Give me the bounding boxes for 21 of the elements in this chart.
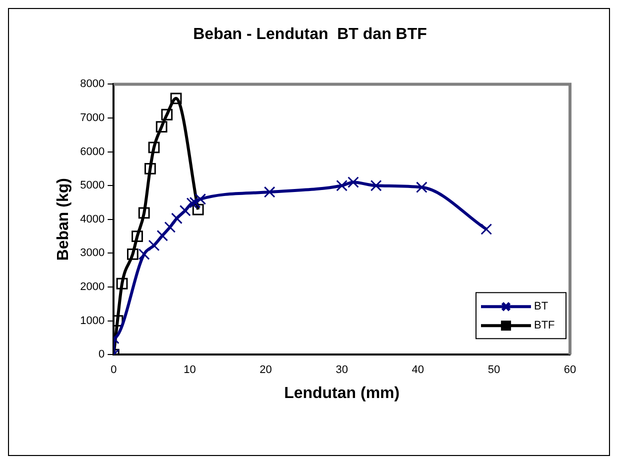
y-tick-label: 2000 [80, 281, 105, 294]
x-tick-label: 60 [564, 364, 576, 376]
y-tick-label: 7000 [80, 112, 105, 124]
y-tick-label: 3000 [80, 247, 105, 260]
x-tick-label: 20 [260, 364, 272, 376]
y-tick-label: 8000 [80, 78, 105, 90]
legend-label: BT [534, 300, 548, 313]
y-tick-label: 1000 [80, 314, 105, 327]
x-axis-title: Lendutan (mm) [284, 384, 400, 402]
x-tick-label: 10 [184, 364, 196, 376]
y-tick-label: 4000 [80, 213, 105, 226]
y-tick-label: 5000 [80, 180, 105, 192]
y-axis-title: Beban (kg) [55, 178, 72, 261]
legend-label: BTF [534, 320, 556, 332]
x-tick-label: 40 [412, 364, 424, 376]
x-tick-label: 30 [336, 364, 348, 376]
chart-title: Beban - Lendutan BT dan BTF [193, 26, 428, 44]
x-tick-label: 0 [110, 364, 117, 376]
y-tick-label: 0 [98, 348, 105, 361]
x-tick-label: 50 [488, 364, 500, 376]
y-tick-label: 6000 [80, 146, 105, 158]
